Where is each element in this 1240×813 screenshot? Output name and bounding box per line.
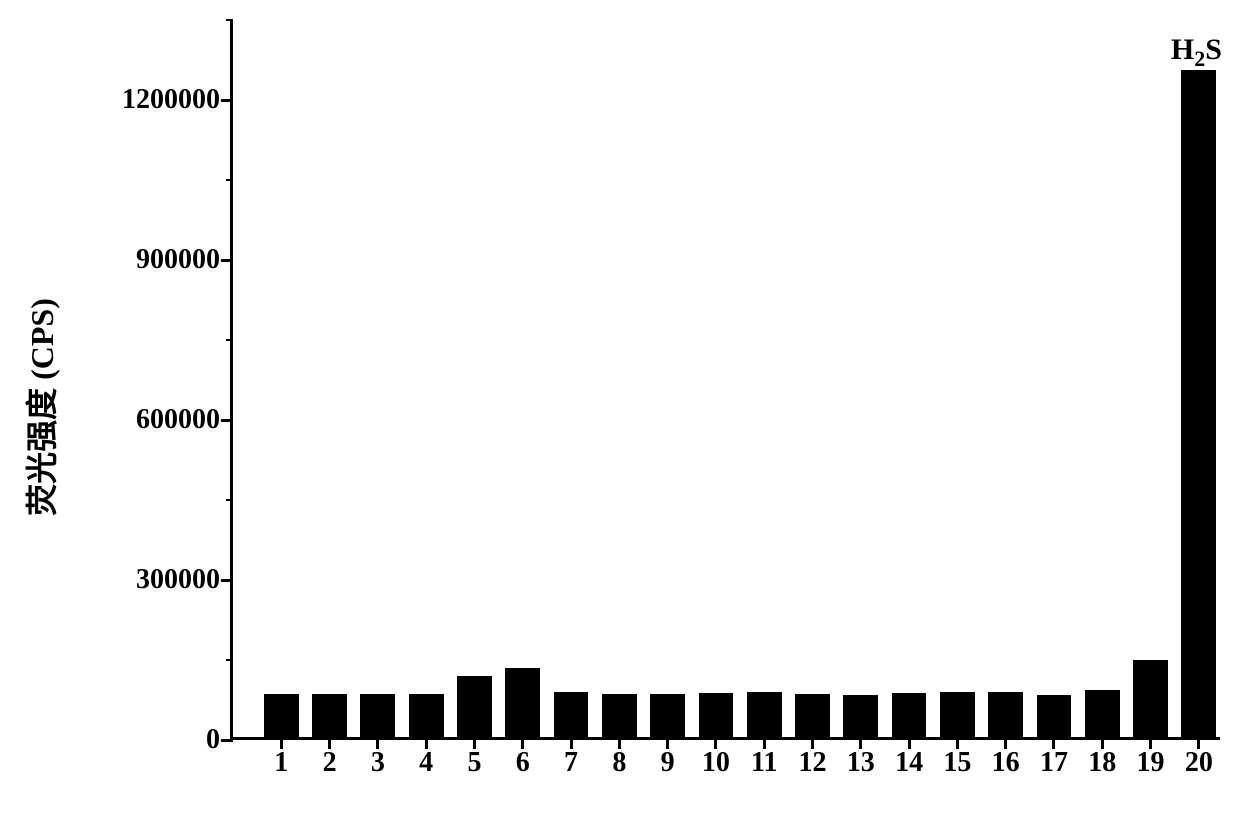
y-tick [221, 579, 233, 582]
bar [360, 694, 395, 737]
bar [892, 693, 927, 737]
bar [988, 692, 1023, 737]
x-tick-label: 1 [274, 747, 288, 779]
bar [843, 695, 878, 737]
y-tick-minor [226, 19, 233, 21]
x-tick-label: 2 [323, 747, 337, 779]
y-tick [221, 739, 233, 742]
x-tick-label: 15 [943, 747, 971, 779]
annotation-h2s: H2S [1171, 33, 1222, 72]
bar [554, 692, 589, 737]
y-tick [221, 419, 233, 422]
y-tick-minor [226, 499, 233, 501]
plot-area: 0300000600000900000120000012345678910111… [230, 20, 1220, 740]
chart-container: 荧光强度 (CPS) 03000006000009000001200000123… [100, 10, 1240, 803]
y-tick [221, 259, 233, 262]
bar [409, 694, 444, 737]
y-tick-label: 900000 [136, 244, 220, 276]
y-tick-minor [226, 339, 233, 341]
bar [1133, 660, 1168, 737]
bar [457, 676, 492, 737]
x-tick-label: 19 [1137, 747, 1165, 779]
y-axis-label: 荧光强度 (CPS) [17, 298, 63, 516]
x-tick-label: 13 [847, 747, 875, 779]
bar [264, 694, 299, 737]
x-tick-label: 17 [1040, 747, 1068, 779]
bar [1037, 695, 1072, 737]
y-tick [221, 99, 233, 102]
x-tick-label: 10 [702, 747, 730, 779]
x-tick-label: 18 [1088, 747, 1116, 779]
x-tick-label: 14 [895, 747, 923, 779]
x-tick-label: 5 [467, 747, 481, 779]
y-tick-minor [226, 659, 233, 661]
y-tick-label: 600000 [136, 404, 220, 436]
bar [1181, 70, 1216, 737]
y-tick-label: 300000 [136, 564, 220, 596]
bar [795, 694, 830, 737]
x-tick-label: 9 [661, 747, 675, 779]
x-tick-label: 6 [516, 747, 530, 779]
x-tick-label: 16 [992, 747, 1020, 779]
x-tick-label: 20 [1185, 747, 1213, 779]
bar [940, 692, 975, 737]
y-tick-label: 0 [206, 724, 220, 756]
y-tick-label: 1200000 [122, 84, 220, 116]
bar [699, 693, 734, 737]
bar [312, 694, 347, 737]
x-tick-label: 4 [419, 747, 433, 779]
bar [505, 668, 540, 737]
y-tick-minor [226, 179, 233, 181]
x-tick-label: 7 [564, 747, 578, 779]
bar [747, 692, 782, 737]
x-tick-label: 8 [612, 747, 626, 779]
x-tick-label: 11 [751, 747, 777, 779]
x-tick-label: 3 [371, 747, 385, 779]
x-tick-label: 12 [799, 747, 827, 779]
bar [1085, 690, 1120, 737]
bar [650, 694, 685, 737]
bar [602, 694, 637, 737]
